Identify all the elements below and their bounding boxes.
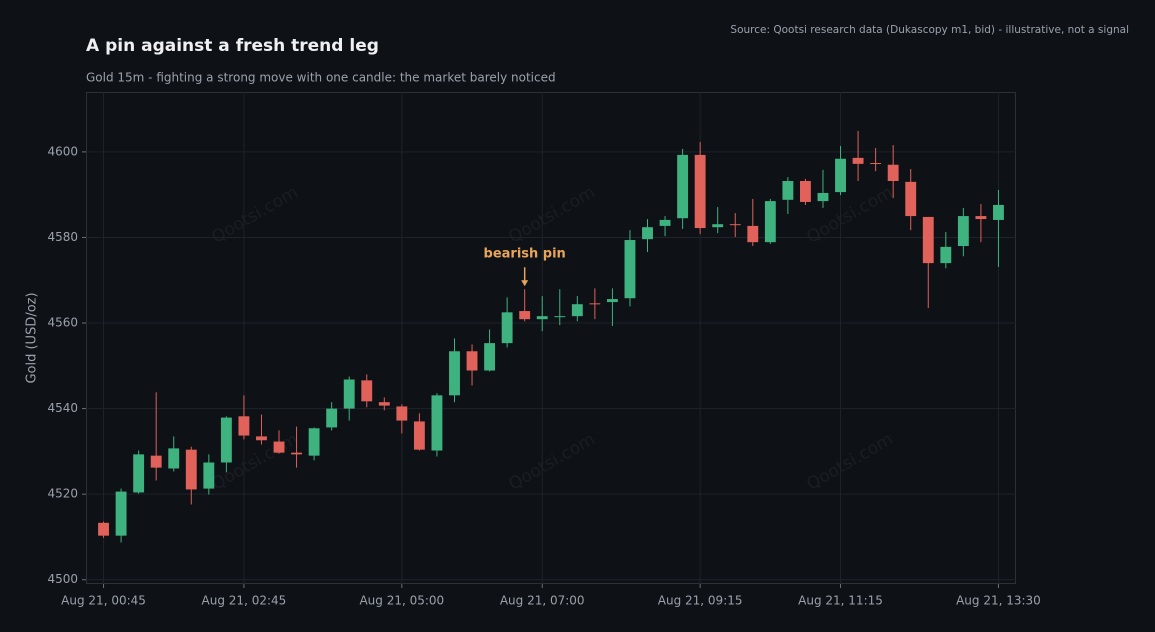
candle-body <box>659 219 671 226</box>
candle-body <box>694 154 706 229</box>
y-tick-label: 4560 <box>47 316 78 330</box>
candle-body <box>729 224 741 226</box>
candle-body <box>484 343 496 371</box>
candle-body <box>150 455 162 468</box>
candle-body <box>887 164 899 181</box>
source-note: Source: Qootsi research data (Dukascopy … <box>730 24 1129 36</box>
candle-body <box>782 180 794 200</box>
candle-body <box>220 417 232 463</box>
candle-body <box>677 154 689 219</box>
candle-body <box>413 421 425 450</box>
annotation-arrowhead <box>521 280 529 287</box>
candle-body <box>501 312 513 344</box>
candle-body <box>431 395 443 451</box>
candle-body <box>870 163 882 165</box>
candle-body <box>343 379 355 409</box>
candle-body <box>238 416 250 436</box>
candle-body <box>747 225 759 243</box>
x-tick-label: Aug 21, 09:15 <box>658 594 743 608</box>
candle-body <box>817 192 829 202</box>
candle-body <box>185 449 197 490</box>
candle-body <box>606 299 618 303</box>
candle-body <box>905 181 917 217</box>
candle-body <box>975 216 987 220</box>
x-tick-label: Aug 21, 00:45 <box>61 594 146 608</box>
candle-body <box>115 491 127 536</box>
y-tick-label: 4500 <box>47 572 78 586</box>
candle-body <box>273 441 285 453</box>
candle-body <box>98 522 109 536</box>
candle-body <box>203 462 215 489</box>
y-tick-label: 4540 <box>47 401 78 415</box>
candle-body <box>940 246 952 264</box>
candle-body <box>308 428 320 456</box>
x-tick-label: Aug 21, 13:30 <box>956 594 1041 608</box>
x-tick-label: Aug 21, 02:45 <box>202 594 287 608</box>
candle-body <box>396 406 408 421</box>
candle-body <box>589 303 601 305</box>
y-axis-label: Gold (USD/oz) <box>25 292 40 383</box>
chart-subtitle: Gold 15m - fighting a strong move with o… <box>86 71 556 85</box>
candle-body <box>764 201 776 243</box>
x-tick-label: Aug 21, 05:00 <box>359 594 444 608</box>
candle-body <box>922 216 934 264</box>
candle-body <box>291 452 303 455</box>
candle-body <box>466 351 478 371</box>
candle-body <box>571 304 583 317</box>
x-tick-label: Aug 21, 11:15 <box>798 594 883 608</box>
candle-body <box>624 240 636 299</box>
y-tick-label: 4580 <box>47 230 78 244</box>
candle-body <box>993 204 1004 220</box>
candle-body <box>554 316 566 318</box>
candle-body <box>835 158 846 193</box>
candle-body <box>957 216 969 247</box>
candle-body <box>168 448 180 469</box>
x-tick-label: Aug 21, 07:00 <box>500 594 585 608</box>
annotation-label: bearish pin <box>484 247 566 262</box>
chart-title: A pin against a fresh trend leg <box>86 36 379 56</box>
candle-body <box>133 454 145 493</box>
candle-body <box>326 408 338 428</box>
candle-body <box>519 311 531 320</box>
candle-body <box>256 436 267 441</box>
candle-body <box>799 180 811 202</box>
candle-body <box>361 380 373 402</box>
y-tick-label: 4520 <box>47 487 78 501</box>
plot-frame <box>86 92 1016 584</box>
y-tick-label: 4600 <box>47 144 78 158</box>
candle-body <box>642 227 653 240</box>
candle-body <box>712 224 724 228</box>
candle-body <box>449 351 460 396</box>
candle-body <box>536 316 548 320</box>
candle-body <box>852 157 864 164</box>
candle-body <box>378 402 390 406</box>
